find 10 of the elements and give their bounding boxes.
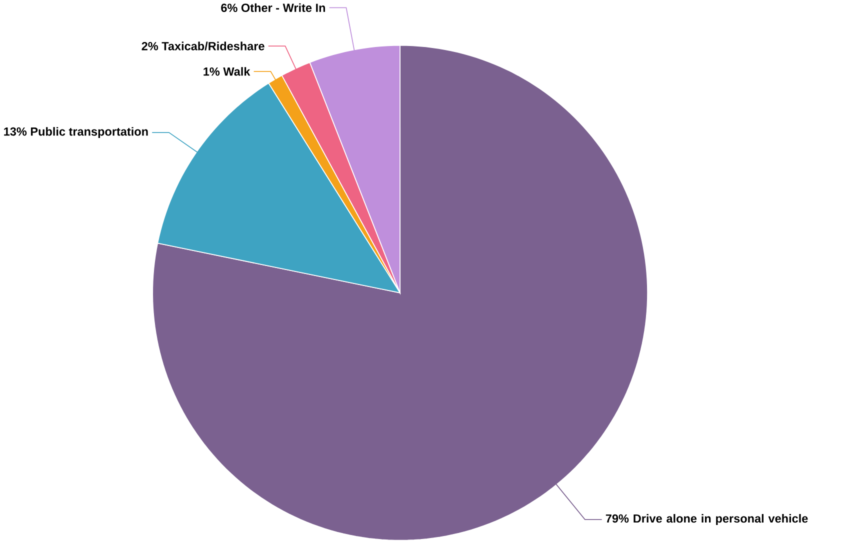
data-label: 79% [606, 514, 629, 523]
slice-label: Drive alone in personal vehicle [634, 514, 808, 526]
data-label: 2% [142, 42, 158, 50]
data-label: 6% [221, 4, 238, 12]
data-label: 13% [4, 127, 27, 136]
slice-label: Walk [223, 67, 250, 76]
slice-label: Taxicab/Rideshare [162, 42, 264, 51]
slice-label: Public transportation [30, 127, 148, 138]
data-label: 1% [204, 68, 220, 76]
slice-label: Other - Write In [241, 3, 326, 12]
